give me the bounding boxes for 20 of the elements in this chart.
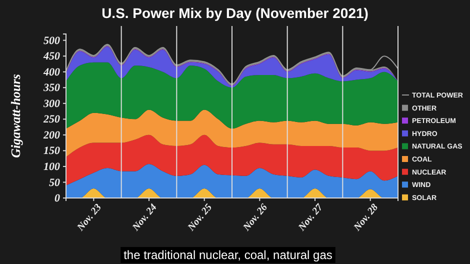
y-tick-label: 300 bbox=[42, 98, 60, 110]
y-tick-label: 200 bbox=[42, 129, 60, 142]
x-tick-label: Nov. 23 bbox=[74, 202, 104, 234]
chart-title: U.S. Power Mix by Day (November 2021) bbox=[102, 5, 368, 21]
y-axis-title: Gigawatt-hours bbox=[8, 74, 23, 158]
x-tick-label: Nov. 26 bbox=[240, 202, 270, 234]
text: the traditional nuclear, coal, natural gas bbox=[124, 248, 332, 262]
x-tick-label: Nov. 25 bbox=[185, 202, 215, 234]
y-tick-label: 0 bbox=[54, 192, 60, 205]
y-tick-label: 250 bbox=[42, 114, 60, 126]
y-tick-label: 450 bbox=[42, 50, 60, 63]
y-tick-label: 150 bbox=[44, 145, 60, 158]
y-tick-label: 400 bbox=[42, 66, 60, 78]
x-tick-label: Nov. 28 bbox=[351, 202, 381, 234]
y-tick-label: 350 bbox=[42, 82, 60, 94]
y-tick-label: 50 bbox=[49, 176, 60, 189]
y-tick-label: 500 bbox=[44, 34, 60, 47]
y-tick-label: 100 bbox=[44, 160, 60, 173]
x-tick-label: Nov. 27 bbox=[296, 201, 326, 234]
x-tick-label: Nov. 24 bbox=[130, 202, 160, 234]
